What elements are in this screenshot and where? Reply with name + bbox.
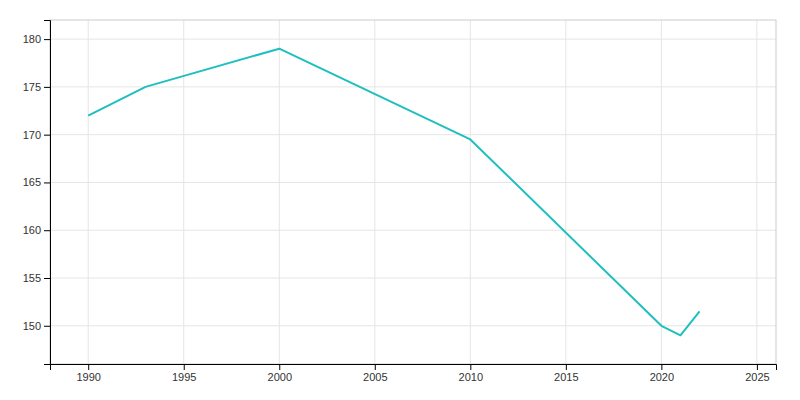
tick-label: 2010 — [459, 371, 483, 383]
tick: 150 — [23, 320, 50, 332]
grid-line-y — [50, 278, 776, 279]
tick-mark — [44, 182, 50, 183]
grid-line-x — [470, 20, 471, 364]
tick: 1990 — [76, 364, 100, 383]
tick-mark — [44, 39, 50, 40]
tick-label: 2020 — [650, 371, 674, 383]
tick: 2000 — [268, 364, 292, 383]
tick-label: 150 — [23, 320, 41, 332]
tick: 2020 — [650, 364, 674, 383]
tick-mark — [566, 364, 567, 370]
grid-line-x — [88, 20, 89, 364]
tick: 2025 — [745, 364, 769, 383]
tick: 2005 — [363, 364, 387, 383]
grid-line-x — [279, 20, 280, 364]
tick-mark — [44, 87, 50, 88]
grid-line-y — [50, 134, 776, 135]
chart: 1990 1995 2000 2005 2010 2015 2020 2025 150 155 16… — [0, 0, 800, 400]
tick-mark — [661, 364, 662, 370]
tick-label: 1995 — [172, 371, 196, 383]
tick-mark — [44, 230, 50, 231]
grid-line-x — [661, 20, 662, 364]
tick: 175 — [23, 81, 50, 93]
x-axis: 1990 1995 2000 2005 2010 2015 2020 2025 — [51, 364, 777, 383]
axis-line — [44, 21, 51, 365]
grid-line-x — [374, 20, 375, 364]
tick-label: 1990 — [76, 371, 100, 383]
tick: 170 — [23, 129, 50, 141]
tick-label: 2005 — [363, 371, 387, 383]
grid — [50, 20, 776, 364]
grid-line-x — [756, 20, 757, 364]
tick: 1995 — [172, 364, 196, 383]
tick: 165 — [23, 176, 50, 188]
tick: 2010 — [459, 364, 483, 383]
tick-mark — [44, 326, 50, 327]
grid-line-y — [50, 39, 776, 40]
tick-label: 155 — [23, 272, 41, 284]
tick-mark — [44, 278, 50, 279]
grid-line-y — [50, 325, 776, 326]
tick-label: 2000 — [268, 371, 292, 383]
plot-area — [88, 49, 699, 336]
grid-line-y — [50, 182, 776, 183]
tick-label: 165 — [23, 176, 41, 188]
data-line — [88, 49, 699, 336]
grid-line-x — [565, 20, 566, 364]
tick-mark — [44, 135, 50, 136]
grid-line-x — [183, 20, 184, 364]
tick-label: 2025 — [745, 371, 769, 383]
tick: 180 — [23, 33, 50, 45]
grid-line-y — [50, 230, 776, 231]
tick-mark — [88, 364, 89, 370]
tick-label: 170 — [23, 129, 41, 141]
axis-line — [51, 365, 777, 371]
tick: 155 — [23, 272, 50, 284]
grid-line-y — [50, 86, 776, 87]
tick-mark — [279, 364, 280, 370]
tick: 2015 — [554, 364, 578, 383]
tick-label: 160 — [23, 224, 41, 236]
tick-label: 2015 — [554, 371, 578, 383]
tick-mark — [470, 364, 471, 370]
plot-frame — [50, 20, 776, 364]
tick-label: 180 — [23, 33, 41, 45]
tick: 160 — [23, 224, 50, 236]
y-axis: 150 155 160 165 170 175 180 — [23, 21, 51, 365]
tick-label: 175 — [23, 81, 41, 93]
tick-mark — [375, 364, 376, 370]
tick-mark — [184, 364, 185, 370]
tick-mark — [757, 364, 758, 370]
